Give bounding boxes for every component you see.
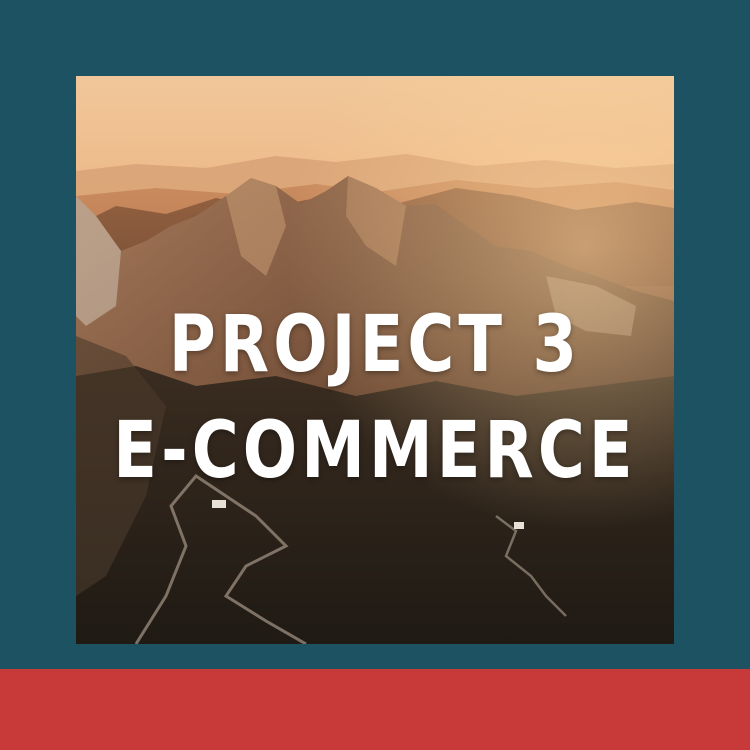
- sun-glow: [76, 76, 674, 644]
- title-line-1: PROJECT 3: [168, 300, 582, 390]
- bottom-red-band: [0, 669, 750, 750]
- title-line-2: E-COMMERCE: [113, 406, 637, 496]
- mountain-photo: [76, 76, 674, 644]
- mountain-photo-illustration: [76, 76, 674, 644]
